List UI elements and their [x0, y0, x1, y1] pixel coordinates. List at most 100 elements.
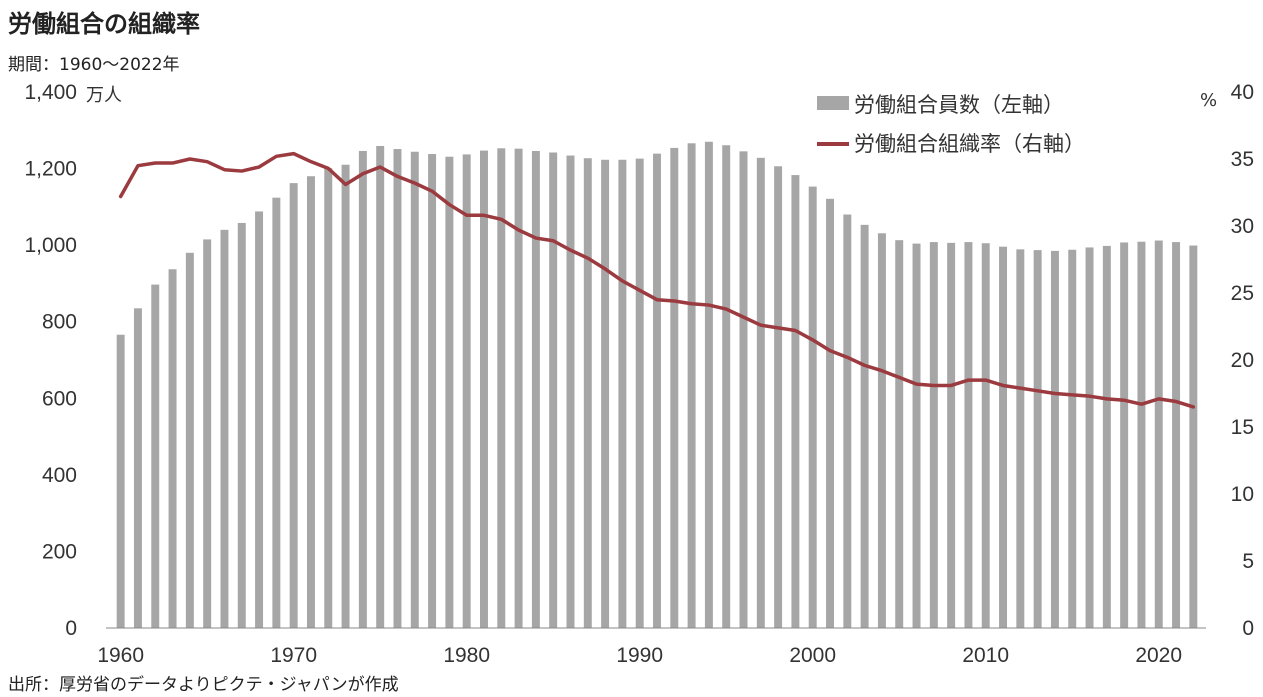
right-tick-label: 30	[1231, 215, 1254, 238]
bar-2016	[1085, 247, 1094, 628]
left-axis: 0 200 400 600 800 1,000 1,200 1,400	[24, 81, 77, 640]
bar-2018	[1120, 242, 1129, 628]
right-tick-label: 0	[1242, 617, 1254, 640]
bar-1978	[428, 154, 437, 628]
bar-2008	[947, 242, 956, 628]
legend-line-label: 労働組合組織率（右軸）	[854, 132, 1085, 156]
right-tick-label: 15	[1231, 416, 1254, 439]
right-tick-label: 10	[1231, 483, 1254, 506]
bar-1974	[358, 150, 367, 628]
left-tick-label: 1,400	[24, 81, 77, 104]
legend-bar-swatch	[817, 96, 849, 110]
bar-1975	[376, 145, 385, 629]
bar-1966	[220, 229, 229, 628]
chart-subtitle: 期間：1960～2022年	[8, 55, 180, 75]
bar-2003	[860, 224, 869, 628]
bar-1995	[722, 145, 731, 628]
bar-2006	[912, 243, 921, 629]
bar-1997	[756, 157, 765, 628]
bar-1982	[497, 148, 506, 628]
bar-2004	[877, 233, 886, 628]
bar-2000	[808, 186, 817, 628]
x-tick-label: 2000	[789, 644, 836, 667]
bar-1962	[151, 284, 160, 628]
bar-2021	[1172, 242, 1181, 628]
left-tick-label: 400	[42, 464, 77, 487]
x-tick-label: 1990	[616, 644, 663, 667]
left-tick-label: 1,000	[24, 234, 77, 257]
bar-1984	[531, 150, 540, 628]
bar-2022	[1189, 245, 1198, 628]
bar-2012	[1016, 249, 1025, 628]
bar-1998	[774, 166, 783, 628]
right-tick-label: 40	[1231, 81, 1254, 104]
x-tick-label: 1970	[270, 644, 317, 667]
bar-2014	[1050, 250, 1059, 628]
bar-2019	[1137, 241, 1146, 628]
bar-1973	[341, 164, 350, 629]
bar-2005	[895, 240, 904, 629]
bar-2001	[826, 198, 834, 628]
right-axis-unit: %	[1200, 90, 1217, 111]
bar-1972	[324, 168, 333, 628]
bar-2002	[843, 214, 852, 628]
legend: 労働組合員数（左軸） 労働組合組織率（右軸）	[817, 93, 1085, 156]
bar-1991	[653, 153, 661, 628]
right-tick-label: 35	[1231, 148, 1254, 171]
bar-1990	[635, 158, 644, 628]
bar-1994	[704, 141, 713, 628]
bar-1980	[462, 154, 471, 628]
right-axis: 0 5 10 15 20 25 30 35 40	[1231, 81, 1254, 640]
bar-2013	[1033, 250, 1042, 628]
bar-1987	[583, 158, 592, 629]
x-tick-label: 2010	[962, 644, 1009, 667]
bar-1992	[670, 147, 679, 628]
x-axis: 1960 1970 1980 1990 2000 2010 2020	[97, 644, 1182, 667]
bar-1976	[393, 149, 402, 629]
x-tick-label: 2020	[1135, 644, 1182, 667]
left-tick-label: 200	[42, 540, 77, 563]
right-tick-label: 25	[1231, 282, 1254, 305]
legend-bar-label: 労働組合員数（左軸）	[854, 93, 1064, 117]
bar-1981	[480, 150, 488, 628]
bar-1963	[168, 269, 177, 628]
left-axis-unit: 万人	[86, 85, 122, 106]
chart-title: 労働組合の組織率	[8, 10, 200, 38]
bar-1977	[410, 151, 419, 629]
left-tick-label: 600	[42, 387, 77, 410]
bar-2009	[964, 242, 973, 628]
bar-1961	[133, 308, 142, 628]
x-tick-label: 1960	[97, 644, 144, 667]
bar-2017	[1102, 245, 1111, 628]
bar-1993	[687, 143, 696, 629]
left-tick-label: 0	[65, 617, 77, 640]
bar-1979	[445, 156, 454, 628]
bar-1983	[514, 148, 523, 628]
right-tick-label: 20	[1231, 349, 1254, 372]
bar-2020	[1154, 240, 1163, 629]
bar-1985	[549, 152, 558, 629]
bar-1970	[289, 183, 298, 628]
bar-1968	[255, 211, 264, 628]
source-note: 出所：厚労省のデータよりピクテ・ジャパンが作成	[8, 675, 399, 695]
right-tick-label: 5	[1242, 550, 1254, 573]
rate-line	[118, 151, 1196, 409]
bar-1989	[618, 159, 627, 628]
bar-2011	[999, 246, 1008, 629]
bar-1969	[272, 197, 281, 629]
bar-1964	[185, 252, 194, 629]
left-tick-label: 1,200	[24, 158, 77, 181]
bar-1996	[739, 151, 748, 628]
bar-1965	[203, 239, 212, 628]
bar-2015	[1068, 249, 1077, 629]
left-tick-label: 800	[42, 311, 77, 334]
bar-1999	[791, 175, 800, 628]
bar-2010	[981, 243, 990, 629]
bar-1967	[237, 222, 246, 628]
bar-1971	[306, 176, 315, 629]
bar-1986	[566, 155, 575, 629]
bar-1960	[116, 334, 125, 628]
x-tick-label: 1980	[443, 644, 490, 667]
bar-1988	[601, 159, 610, 628]
